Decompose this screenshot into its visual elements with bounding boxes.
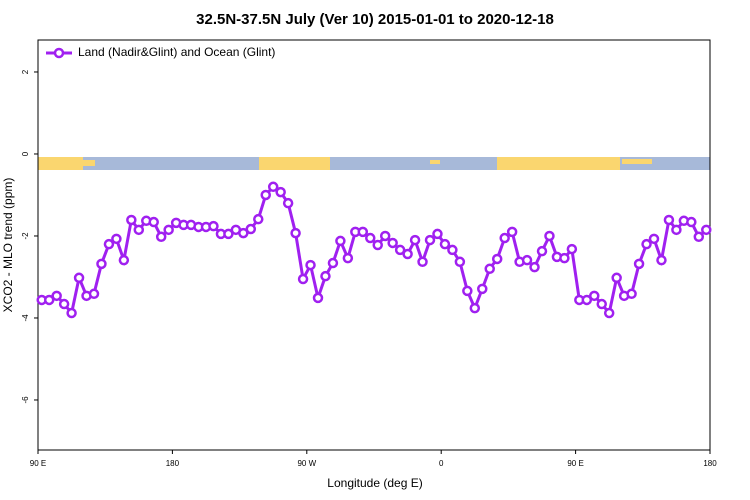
point [335,235,346,247]
y-tick-label: -6 [21,396,30,404]
point [275,186,286,198]
point [267,181,279,193]
point [342,252,354,264]
point [357,226,369,238]
point [477,283,488,295]
point [96,258,107,270]
point [58,298,70,310]
point [118,254,130,266]
point [454,256,466,268]
y-tick-label: 2 [21,69,30,74]
point [589,290,600,302]
point [641,238,652,250]
point [536,245,548,257]
point [88,288,100,300]
point [365,232,376,244]
x-tick-label: 90 W [297,459,316,468]
legend-marker [53,47,65,59]
y-axis-label: XCO2 - MLO trend (ppm) [1,178,15,313]
point [103,238,115,250]
point [417,256,428,268]
point [379,230,391,242]
point [290,227,301,239]
point [312,292,324,304]
point [387,237,398,249]
y-tick-label: 0 [21,151,30,156]
point [626,288,637,300]
point [260,189,271,201]
point [320,270,331,282]
point [671,224,682,236]
point [581,294,593,306]
point [245,223,257,235]
x-tick-label: 0 [439,459,444,468]
point [155,231,167,243]
point [305,259,316,271]
point [499,232,510,244]
plot-frame [37,39,711,451]
point [73,272,85,284]
point [529,261,540,273]
point [409,234,421,246]
point [66,307,77,319]
point [544,230,555,242]
point [163,224,174,236]
point [327,257,339,269]
legend-label: Land (Nadir&Glint) and Ocean (Glint) [78,45,275,59]
x-tick-label: 180 [166,459,180,468]
point [506,226,518,238]
point [394,244,406,256]
point [297,273,309,285]
series-line [41,184,708,317]
point [447,244,458,256]
point [663,214,675,226]
point [469,302,481,314]
point [148,216,159,228]
point [372,239,383,251]
point [43,294,55,306]
point [484,263,495,275]
point [208,220,219,232]
point [253,213,264,225]
point [282,197,294,209]
point [111,233,122,245]
point [603,307,615,319]
point [656,254,667,266]
point [223,228,234,240]
point [462,285,473,297]
point [566,243,578,255]
point [402,248,413,260]
point [596,298,607,310]
point [51,290,62,302]
x-tick-label: 180 [703,459,717,468]
x-tick-label: 90 E [567,459,583,468]
point [521,254,533,266]
point [611,272,622,284]
point [686,216,697,228]
point [439,238,451,250]
x-tick-label: 90 E [30,459,46,468]
y-tick-label: -2 [21,232,30,240]
point [133,224,145,236]
land-ocean-strip [38,157,710,170]
point [633,258,645,270]
chart-title: 32.5N-37.5N July (Ver 10) 2015-01-01 to … [196,11,554,28]
point [238,227,249,239]
point [491,253,503,265]
point [559,252,570,264]
point [126,214,137,226]
x-axis-label: Longitude (deg E) [327,476,422,490]
point [648,233,660,245]
point [432,228,443,240]
y-tick-label: -4 [21,314,30,322]
point [701,224,712,236]
point [693,231,705,243]
point [424,234,436,246]
